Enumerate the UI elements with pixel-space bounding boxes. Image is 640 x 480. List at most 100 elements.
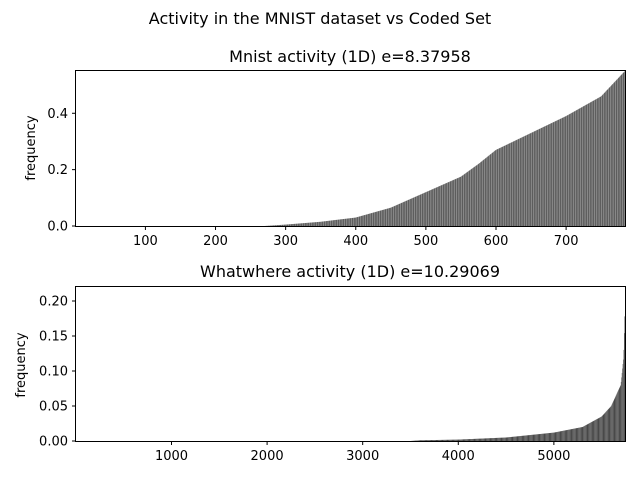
bar bbox=[525, 435, 527, 441]
bar bbox=[326, 221, 328, 226]
bar bbox=[462, 175, 464, 226]
bar bbox=[457, 439, 458, 441]
bar bbox=[620, 75, 622, 226]
bar bbox=[622, 364, 624, 441]
bar bbox=[488, 155, 490, 226]
bar bbox=[286, 224, 287, 226]
bar bbox=[502, 437, 504, 441]
bar bbox=[621, 377, 622, 441]
x-ticks-whatwhere: 1000 2000 3000 4000 5000 bbox=[155, 441, 570, 464]
bar bbox=[588, 103, 590, 226]
bar bbox=[390, 207, 391, 226]
bar bbox=[319, 221, 321, 226]
bar bbox=[370, 213, 372, 226]
bar bbox=[538, 434, 540, 441]
bar bbox=[276, 225, 277, 226]
bar bbox=[389, 207, 391, 226]
bar bbox=[348, 218, 349, 226]
bar bbox=[541, 433, 543, 441]
bar bbox=[530, 133, 532, 226]
bar bbox=[417, 195, 419, 226]
bar bbox=[587, 424, 588, 441]
bar bbox=[446, 182, 447, 226]
x-tick-label: 5000 bbox=[537, 449, 570, 464]
bar bbox=[461, 175, 463, 226]
bar bbox=[586, 424, 587, 441]
bar bbox=[381, 210, 382, 226]
bar bbox=[307, 222, 308, 226]
bar bbox=[515, 436, 516, 441]
bar bbox=[577, 427, 579, 441]
bar bbox=[601, 416, 603, 441]
bar bbox=[506, 437, 507, 441]
bar bbox=[543, 433, 545, 441]
bar bbox=[469, 439, 471, 441]
bar bbox=[519, 436, 521, 441]
bar bbox=[367, 214, 368, 226]
bar bbox=[365, 214, 367, 226]
bar bbox=[433, 440, 435, 441]
bar bbox=[465, 439, 467, 441]
bar bbox=[598, 417, 600, 441]
bar bbox=[577, 427, 578, 441]
bar bbox=[573, 428, 574, 441]
bar bbox=[524, 135, 526, 226]
bar bbox=[447, 439, 449, 441]
bar bbox=[397, 204, 398, 226]
bar bbox=[281, 224, 282, 226]
bar bbox=[372, 212, 374, 226]
bar bbox=[447, 182, 449, 226]
bar bbox=[325, 221, 327, 226]
bar bbox=[452, 180, 453, 226]
bar bbox=[487, 156, 488, 226]
bar bbox=[599, 97, 600, 226]
bar bbox=[517, 436, 518, 441]
bar bbox=[582, 427, 583, 441]
bar bbox=[290, 224, 292, 226]
bar bbox=[585, 104, 587, 226]
bar bbox=[599, 96, 601, 226]
bar bbox=[592, 421, 593, 441]
bar bbox=[466, 172, 468, 226]
bar bbox=[517, 139, 519, 226]
bar bbox=[299, 223, 300, 226]
bar bbox=[288, 224, 289, 226]
bar bbox=[461, 176, 462, 226]
bar bbox=[490, 154, 492, 226]
bar bbox=[421, 194, 422, 226]
bar bbox=[411, 198, 412, 226]
bar bbox=[478, 438, 479, 441]
bar bbox=[539, 128, 541, 226]
bar bbox=[532, 132, 534, 226]
bar bbox=[444, 439, 446, 441]
bar bbox=[570, 113, 571, 226]
bar bbox=[510, 437, 511, 441]
bar bbox=[615, 396, 616, 441]
bar bbox=[542, 433, 543, 441]
bar bbox=[518, 436, 519, 441]
bar bbox=[567, 429, 569, 441]
bar bbox=[342, 219, 344, 226]
bar bbox=[327, 220, 328, 226]
bar bbox=[618, 390, 619, 441]
bar bbox=[493, 151, 494, 226]
bar bbox=[300, 223, 302, 226]
bar bbox=[321, 221, 322, 226]
bar bbox=[429, 190, 431, 226]
bar bbox=[423, 440, 425, 441]
bar bbox=[573, 428, 575, 441]
bar bbox=[624, 71, 625, 227]
bar bbox=[420, 440, 421, 441]
bar bbox=[507, 437, 509, 441]
bar bbox=[482, 160, 483, 226]
bar bbox=[610, 86, 611, 227]
bar bbox=[585, 105, 586, 226]
bar bbox=[371, 213, 373, 226]
bar bbox=[602, 415, 603, 441]
bar bbox=[587, 424, 588, 441]
bar bbox=[525, 135, 527, 226]
bar bbox=[282, 224, 284, 226]
bar bbox=[533, 434, 535, 441]
bar bbox=[456, 439, 457, 441]
bar bbox=[436, 439, 438, 441]
